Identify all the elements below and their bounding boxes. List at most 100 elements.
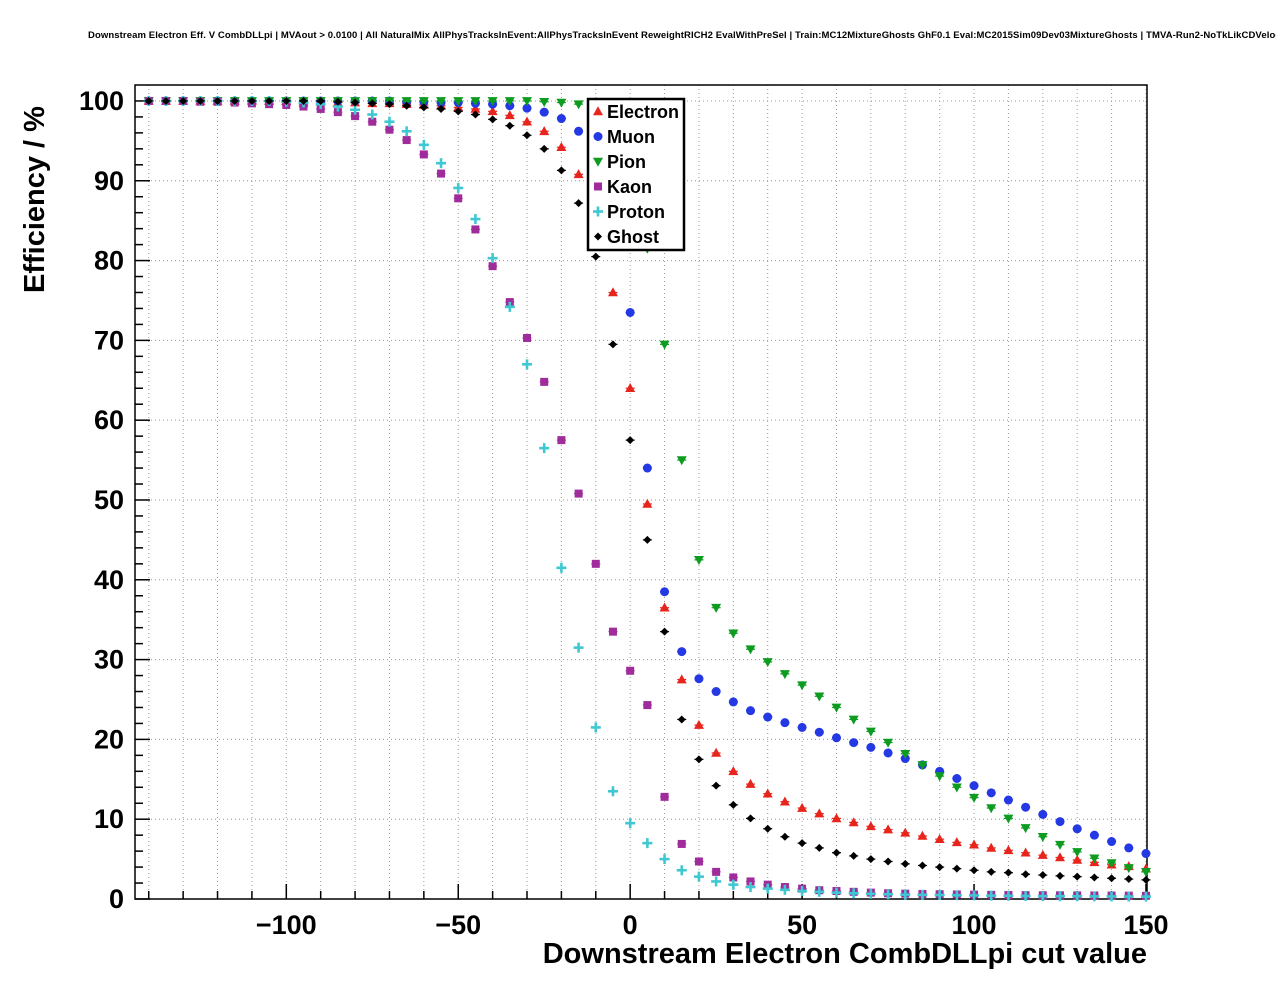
data-point-muon xyxy=(986,788,996,798)
data-point-electron xyxy=(1020,847,1031,857)
data-point-pion xyxy=(711,603,722,613)
data-point-ghost xyxy=(523,131,532,140)
data-point-kaon xyxy=(643,701,652,710)
data-point-ghost xyxy=(230,96,239,105)
data-point-pion xyxy=(986,804,997,814)
data-point-electron xyxy=(625,383,636,393)
data-point-pion xyxy=(676,456,687,466)
legend-marker-electron xyxy=(593,106,603,116)
x-axis-title: Downstream Electron CombDLLpi cut value xyxy=(543,938,1147,970)
data-point-ghost xyxy=(265,96,274,105)
legend-box[interactable] xyxy=(586,97,686,252)
data-point-ghost xyxy=(333,97,342,106)
data-point-ghost xyxy=(1004,868,1013,877)
data-point-ghost xyxy=(1090,873,1099,882)
data-point-ghost xyxy=(557,166,566,175)
data-point-ghost xyxy=(608,340,617,349)
data-point-kaon xyxy=(557,436,566,445)
data-point-kaon xyxy=(351,112,360,121)
legend[interactable]: Electron Muon Pion Kaon Proton Ghost xyxy=(586,97,686,252)
data-point-electron xyxy=(883,824,894,834)
data-point-ghost xyxy=(402,101,411,110)
data-point-electron xyxy=(573,169,584,179)
data-point-ghost xyxy=(574,199,583,208)
data-point-ghost xyxy=(179,96,188,105)
data-point-ghost xyxy=(437,104,446,113)
data-point-muon xyxy=(556,114,566,124)
data-point-muon xyxy=(677,647,687,657)
data-point-electron xyxy=(986,842,997,852)
data-point-ghost xyxy=(471,110,480,119)
data-point-pion xyxy=(745,645,756,655)
data-point-ghost xyxy=(815,843,824,852)
data-point-ghost xyxy=(1107,874,1116,883)
data-point-ghost xyxy=(780,832,789,841)
data-point-ghost xyxy=(970,866,979,875)
data-point-pion xyxy=(1089,854,1100,864)
data-point-muon xyxy=(1107,837,1117,847)
data-point-muon xyxy=(1124,843,1134,853)
data-point-ghost xyxy=(918,861,927,870)
data-point-pion xyxy=(900,749,911,759)
data-point-pion xyxy=(797,681,808,691)
data-point-kaon xyxy=(660,792,669,801)
data-point-pion xyxy=(951,783,962,793)
data-point-muon xyxy=(694,674,704,684)
data-point-ghost xyxy=(1021,870,1030,879)
y-tick-label: 70 xyxy=(94,325,124,355)
data-point-muon xyxy=(728,697,738,707)
data-point-ghost xyxy=(884,857,893,866)
x-tick-label: 150 xyxy=(1123,910,1168,940)
data-point-electron xyxy=(504,110,515,120)
data-point-muon xyxy=(1038,809,1048,819)
data-point-electron xyxy=(745,778,756,788)
data-point-muon xyxy=(763,712,773,722)
legend-marker-ghost xyxy=(594,232,602,241)
plot-title: Downstream Electron Eff. V CombDLLpi | M… xyxy=(88,30,1276,41)
data-point-electron xyxy=(969,839,980,849)
y-tick-label: 60 xyxy=(94,405,124,435)
data-point-kaon xyxy=(488,262,497,271)
y-tick-label: 40 xyxy=(94,565,124,595)
data-point-pion xyxy=(539,97,550,107)
data-point-pion xyxy=(401,97,412,107)
legend-label-pion: Pion xyxy=(607,152,646,172)
data-point-electron xyxy=(693,719,704,729)
data-point-pion xyxy=(1140,868,1151,878)
data-point-pion xyxy=(779,670,790,680)
x-tick-label: 0 xyxy=(623,910,638,940)
data-point-muon xyxy=(539,107,549,117)
data-point-electron xyxy=(1037,849,1048,859)
data-point-muon xyxy=(642,463,652,473)
data-point-kaon xyxy=(419,150,428,159)
legend-marker-muon xyxy=(593,132,603,141)
y-tick-label: 90 xyxy=(94,166,124,196)
data-point-kaon xyxy=(677,839,686,848)
data-point-ghost xyxy=(282,96,291,105)
data-point-electron xyxy=(728,766,739,776)
data-point-pion xyxy=(917,761,928,771)
legend-marker-kaon xyxy=(594,182,602,191)
data-point-electron xyxy=(779,796,790,806)
legend-label-muon: Muon xyxy=(607,127,655,147)
data-point-electron xyxy=(556,142,567,152)
data-point-muon xyxy=(866,742,876,752)
data-point-ghost xyxy=(144,96,153,105)
data-point-muon xyxy=(625,307,635,317)
data-point-ghost xyxy=(419,103,428,112)
data-point-electron xyxy=(934,833,945,843)
data-point-pion xyxy=(1055,840,1066,850)
data-point-pion xyxy=(883,738,894,748)
data-point-electron xyxy=(522,116,533,126)
data-point-electron xyxy=(1055,852,1066,862)
data-point-kaon xyxy=(471,225,480,234)
data-point-kaon xyxy=(746,877,755,886)
data-point-kaon xyxy=(402,136,411,145)
data-point-muon xyxy=(831,733,841,743)
data-point-electron xyxy=(711,747,722,757)
data-point-electron xyxy=(797,802,808,812)
data-point-ghost xyxy=(505,121,514,130)
data-point-kaon xyxy=(626,666,635,675)
data-point-muon xyxy=(849,738,859,748)
